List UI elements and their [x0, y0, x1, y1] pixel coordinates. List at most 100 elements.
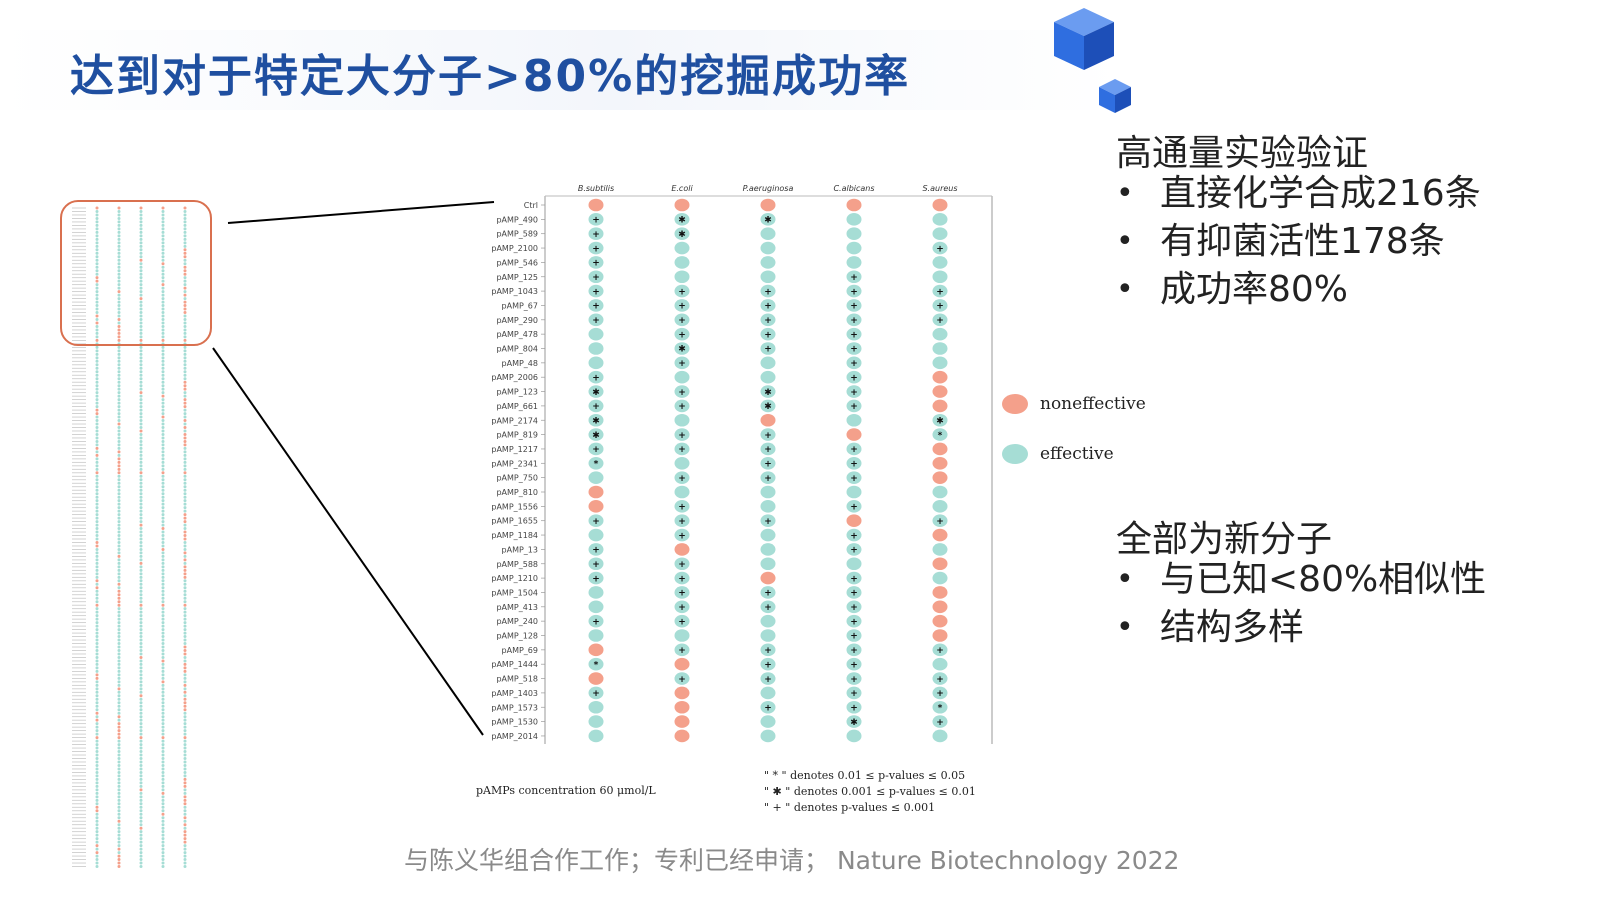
thumbnail-dot	[183, 474, 187, 478]
thumbnail-row-label	[72, 719, 86, 721]
effective-dot	[760, 629, 776, 642]
thumbnail-dot	[95, 317, 99, 321]
noneffective-dot	[932, 385, 948, 398]
thumbnail-dot	[117, 596, 121, 600]
thumbnail-dot	[95, 506, 99, 510]
thumbnail-dot	[139, 694, 143, 698]
thumbnail-row-label	[72, 566, 86, 568]
effective-dot	[760, 586, 776, 599]
thumbnail-row-label	[72, 709, 86, 711]
thumbnail-row-label	[72, 810, 86, 812]
thumbnail-dot	[161, 527, 165, 531]
effective-dot	[932, 643, 948, 657]
thumbnail-dot	[183, 565, 187, 569]
thumbnail-dot	[183, 777, 187, 781]
thumbnail-dot	[161, 474, 165, 478]
thumbnail-row-label	[72, 353, 86, 355]
effective-dot	[674, 342, 690, 355]
thumbnail-dot	[95, 467, 99, 471]
thumbnail-dot	[183, 220, 187, 224]
significance-mark: +	[850, 503, 858, 513]
row-label: Ctrl	[524, 201, 538, 210]
significance-mark: ✱	[764, 216, 772, 226]
thumbnail-row-label	[72, 737, 86, 738]
noneffective-dot	[932, 442, 948, 456]
significance-mark: +	[850, 302, 858, 312]
significance-mark: +	[850, 531, 858, 541]
thumbnail-dot	[117, 736, 121, 740]
thumbnail-dot	[139, 683, 143, 687]
significance-mark: +	[592, 230, 600, 240]
thumbnail-dot	[117, 586, 121, 590]
thumbnail-dot	[161, 464, 165, 468]
thumbnail-dot	[117, 419, 121, 423]
validation-bullet: • 直接化学合成216条	[1116, 170, 1481, 218]
thumbnail-dot	[161, 802, 165, 806]
effective-dot	[760, 299, 776, 312]
significance-mark: *	[938, 703, 943, 713]
thumbnail-dot	[139, 777, 143, 781]
thumbnail-row-label	[72, 702, 86, 704]
row-label: pAMP_1403	[491, 689, 538, 698]
thumbnail-dot	[183, 356, 187, 360]
thumbnail-dot	[183, 739, 187, 743]
effective-dot	[588, 284, 604, 298]
effective-dot	[932, 256, 948, 269]
thumbnail-dot	[139, 551, 143, 555]
effective-dot	[588, 299, 604, 312]
thumbnail-dot	[95, 279, 99, 283]
thumbnail-row-label	[72, 510, 86, 512]
thumbnail-dot	[139, 830, 143, 834]
thumbnail-dot	[95, 816, 99, 820]
thumbnail-row-label	[72, 357, 86, 359]
thumbnail-dot	[139, 446, 143, 450]
thumbnail-dot	[139, 614, 143, 618]
thumbnail-row-label	[72, 604, 86, 606]
thumbnail-dot	[183, 317, 187, 321]
thumbnail-dot	[139, 426, 143, 430]
thumbnail-dot	[139, 387, 143, 391]
thumbnail-dot	[117, 715, 121, 719]
thumbnail-dot	[95, 795, 99, 799]
thumbnail-dot	[139, 516, 143, 520]
thumbnail-dot	[95, 272, 99, 276]
significance-mark: +	[936, 302, 944, 312]
effective-dot	[760, 370, 776, 384]
significance-mark: +	[592, 574, 600, 584]
thumbnail-dot	[161, 861, 165, 865]
thumbnail-dot	[117, 293, 121, 297]
thumbnail-dot	[161, 502, 165, 506]
effective-dot	[932, 299, 948, 312]
thumbnail-dot	[95, 805, 99, 809]
thumbnail-dot	[95, 384, 99, 388]
thumbnail-row-label	[72, 486, 86, 488]
thumbnail-dot	[95, 648, 99, 652]
effective-dot	[932, 485, 948, 499]
thumbnail-dot	[161, 290, 165, 294]
effective-dot	[932, 571, 948, 585]
effective-dot	[846, 342, 862, 355]
thumbnail-dot	[139, 269, 143, 273]
thumbnail-dot	[183, 520, 187, 524]
thumbnail-dot	[95, 687, 99, 691]
thumbnail-row-label	[72, 552, 86, 554]
thumbnail-row-label	[72, 451, 86, 453]
thumbnail-dot	[139, 213, 143, 217]
thumbnail-row-label	[72, 207, 86, 209]
significance-mark: +	[850, 316, 858, 326]
thumbnail-row-label	[72, 531, 86, 533]
significance-mark: +	[678, 517, 686, 527]
thumbnail-dot	[183, 579, 187, 583]
thumbnail-row-label	[72, 388, 86, 390]
thumbnail-dot	[183, 865, 187, 869]
thumbnail-dot	[161, 534, 165, 538]
thumbnail-dot	[139, 352, 143, 356]
thumbnail-dot	[95, 722, 99, 726]
thumbnail-dot	[139, 450, 143, 454]
effective-dot	[588, 413, 604, 427]
thumbnail-row-label	[72, 831, 86, 833]
row-label: pAMP_478	[496, 330, 538, 339]
thumbnail-dot	[139, 328, 143, 332]
thumbnail-row-label	[72, 402, 86, 404]
thumbnail-dot	[139, 321, 143, 325]
